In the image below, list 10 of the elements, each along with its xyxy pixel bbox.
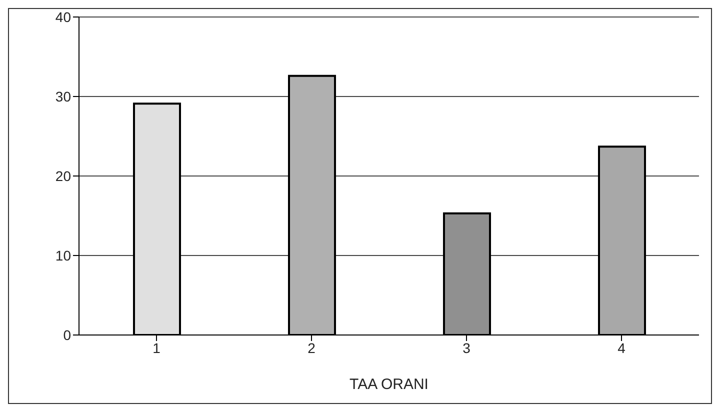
x-tick-label: 4 — [618, 340, 626, 356]
x-tick-label: 1 — [152, 340, 161, 356]
x-tick-label: 3 — [462, 340, 471, 356]
y-tick-label: 30 — [55, 88, 72, 104]
x-tick-label: 2 — [308, 340, 316, 356]
y-tick-label: 40 — [55, 8, 72, 25]
y-tick-label: 20 — [55, 168, 72, 184]
x-axis-title: TAA ORANI — [350, 376, 428, 393]
y-tick-label: 10 — [55, 247, 72, 264]
y-tick-label: 0 — [63, 326, 72, 343]
